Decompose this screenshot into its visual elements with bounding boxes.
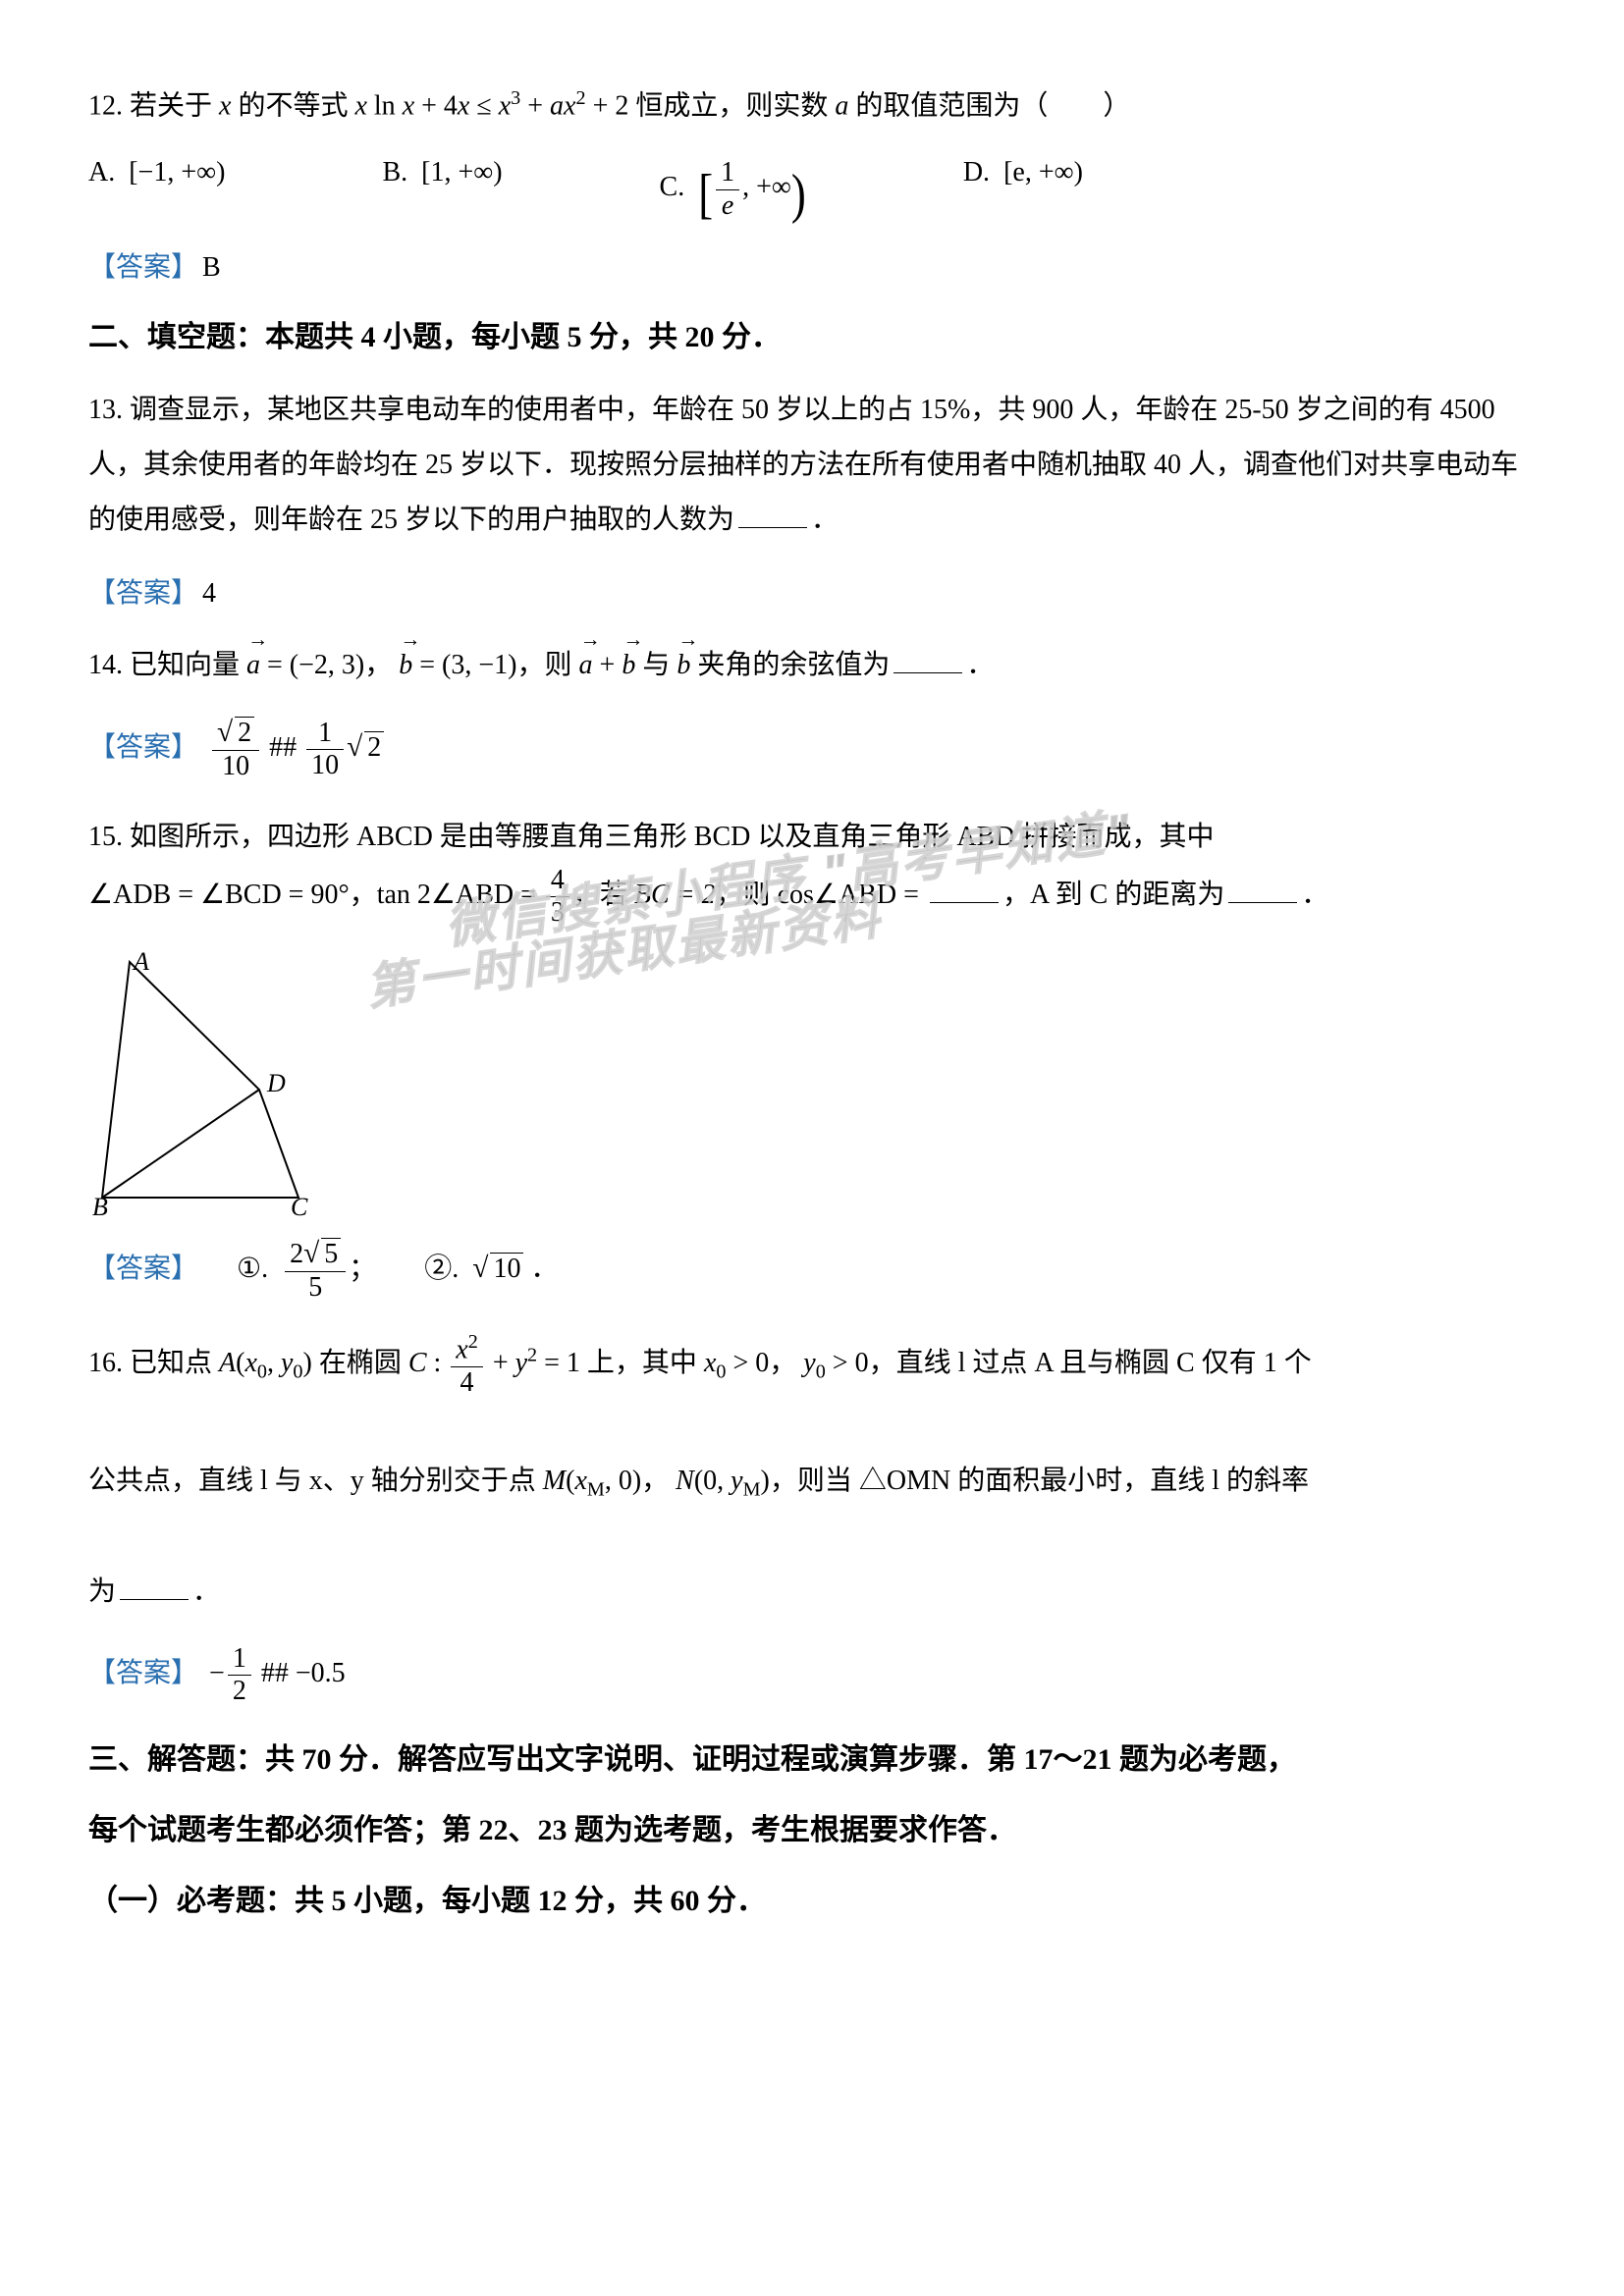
- q12-suf2: 的取值范围为（ ）: [848, 90, 1130, 121]
- answer-label: 【答案】: [88, 578, 198, 609]
- quad-abcd: A B C D: [92, 952, 318, 1217]
- q12-opt-c: C. [1e, +∞): [660, 157, 806, 221]
- q15-answer: 【答案】 ①. 2√55； ②. √10 ．: [88, 1238, 1536, 1304]
- q15-number: 15.: [88, 822, 123, 852]
- q12-opt-b: B. [1, +∞): [382, 157, 502, 221]
- q13-number: 13.: [88, 395, 123, 425]
- blank: [738, 497, 807, 528]
- q14-answer: 【答案】 √210 ## 110√2: [88, 717, 1536, 782]
- q12-opt-d: D. [e, +∞): [963, 157, 1083, 221]
- section-3-title-c: （一）必考题：共 5 小题，每小题 12 分，共 60 分．: [88, 1876, 1536, 1919]
- q16-number: 16.: [88, 1348, 123, 1378]
- blank: [120, 1569, 189, 1600]
- answer-label: 【答案】: [88, 1254, 198, 1284]
- q12-suf1: 恒成立，则实数: [628, 90, 835, 121]
- section-3-title-a: 三、解答题：共 70 分．解答应写出文字说明、证明过程或演算步骤．第 17～21…: [88, 1735, 1536, 1778]
- section-3-title-b: 每个试题考生都必须作答；第 22、23 题为选考题，考生根据要求作答．: [88, 1805, 1536, 1848]
- section-2-title: 二、填空题：本题共 4 小题，每小题 5 分，共 20 分．: [88, 312, 1536, 355]
- q12-number: 12.: [88, 90, 123, 121]
- q16: 16. 已知点 A(x0, y0) 在椭圆 C : x24 + y2 = 1 上…: [88, 1331, 1536, 1620]
- blank: [930, 872, 999, 903]
- answer-label: 【答案】: [88, 252, 198, 283]
- blank: [893, 642, 962, 673]
- q15-figure: A B C D: [92, 952, 1536, 1222]
- label-B: B: [92, 1193, 108, 1217]
- q13-answer: 【答案】4: [88, 571, 1536, 611]
- answer-label: 【答案】: [88, 732, 198, 763]
- q16-answer: 【答案】 −12 ## −0.5: [88, 1643, 1536, 1707]
- q13: 13. 调查显示，某地区共享电动车的使用者中，年龄在 50 岁以上的占 15%，…: [88, 383, 1536, 548]
- q12-opt-a: A. [−1, +∞): [88, 157, 225, 221]
- q14-number: 14.: [88, 650, 123, 680]
- blank: [1228, 872, 1297, 903]
- answer-label: 【答案】: [88, 1658, 198, 1688]
- q12: 12. 若关于 x 的不等式 x ln x + 4x ≤ x3 + ax2 + …: [88, 79, 1536, 133]
- q14: 14. 已知向量 a = (−2, 3)， b = (3, −1)，则 a + …: [88, 638, 1536, 693]
- q12-param: a: [835, 90, 848, 121]
- label-C: C: [291, 1193, 308, 1217]
- q15: 15. 如图所示，四边形 ABCD 是由等腰直角三角形 BCD 以及直角三角形 …: [88, 810, 1536, 929]
- q12-mid: 的不等式: [231, 90, 354, 121]
- q12-pre: 若关于: [123, 90, 219, 121]
- label-A: A: [132, 952, 149, 976]
- q12-var: x: [219, 90, 231, 121]
- q12-options: A. [−1, +∞) B. [1, +∞) C. [1e, +∞) D. [e…: [88, 157, 1536, 221]
- q12-answer: 【答案】B: [88, 245, 1536, 285]
- label-D: D: [266, 1069, 286, 1097]
- page: 12. 若关于 x 的不等式 x ln x + 4x ≤ x3 + ax2 + …: [0, 0, 1624, 2296]
